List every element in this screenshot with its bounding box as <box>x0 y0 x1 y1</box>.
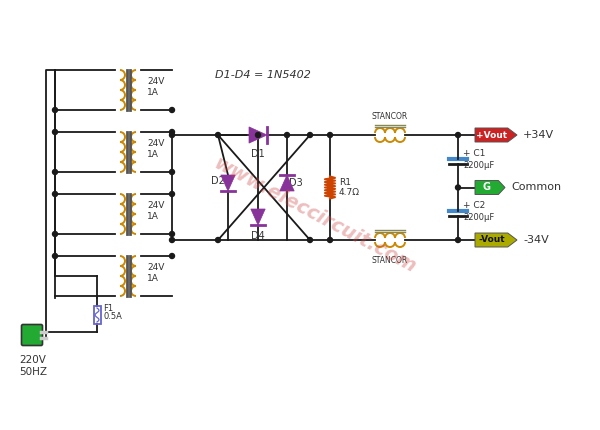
Circle shape <box>215 132 221 138</box>
Circle shape <box>455 132 461 138</box>
Text: G: G <box>482 182 491 193</box>
Polygon shape <box>251 209 265 225</box>
Text: 2200μF: 2200μF <box>463 213 494 222</box>
Circle shape <box>170 169 175 175</box>
Bar <box>94 306 101 324</box>
Text: +Vout: +Vout <box>476 130 507 139</box>
Text: -Vout: -Vout <box>478 236 505 245</box>
Polygon shape <box>475 233 517 247</box>
Polygon shape <box>221 175 235 191</box>
Text: +34V: +34V <box>523 130 554 140</box>
Text: 24V
1A: 24V 1A <box>147 77 164 97</box>
FancyBboxPatch shape <box>22 325 43 345</box>
Circle shape <box>53 191 58 197</box>
Circle shape <box>328 237 332 243</box>
Text: + C2: + C2 <box>463 201 485 210</box>
Text: 24V
1A: 24V 1A <box>147 263 164 283</box>
Polygon shape <box>280 175 294 191</box>
Text: R1
4.7Ω: R1 4.7Ω <box>339 178 360 197</box>
Circle shape <box>328 132 332 138</box>
Circle shape <box>170 237 175 243</box>
Text: D1-D4 = 1N5402: D1-D4 = 1N5402 <box>215 70 311 80</box>
Text: + C1: + C1 <box>463 149 485 158</box>
Circle shape <box>53 231 58 236</box>
Circle shape <box>215 237 221 243</box>
Polygon shape <box>475 181 505 194</box>
Circle shape <box>53 108 58 113</box>
Circle shape <box>170 108 175 113</box>
Text: Common: Common <box>511 182 561 193</box>
Text: 0.5A: 0.5A <box>103 312 122 321</box>
Circle shape <box>53 169 58 175</box>
Text: D2: D2 <box>211 176 225 186</box>
Text: 24V
1A: 24V 1A <box>147 139 164 159</box>
Polygon shape <box>249 127 267 143</box>
Circle shape <box>455 237 461 243</box>
Circle shape <box>170 254 175 258</box>
Text: -34V: -34V <box>523 235 549 245</box>
Text: F1: F1 <box>103 304 113 313</box>
Text: 220V
50HZ: 220V 50HZ <box>19 355 47 377</box>
Circle shape <box>170 129 175 135</box>
Circle shape <box>308 132 313 138</box>
Circle shape <box>170 231 175 236</box>
Text: 24V
1A: 24V 1A <box>147 201 164 221</box>
Text: D1: D1 <box>251 149 265 159</box>
Circle shape <box>170 132 175 138</box>
Text: D4: D4 <box>251 231 265 241</box>
Circle shape <box>170 191 175 197</box>
Circle shape <box>284 132 290 138</box>
Circle shape <box>455 185 461 190</box>
Text: STANCOR: STANCOR <box>372 112 408 121</box>
Text: STANCOR: STANCOR <box>372 256 408 265</box>
Circle shape <box>256 132 260 138</box>
Text: www.eleccircuit.com: www.eleccircuit.com <box>211 154 419 276</box>
Circle shape <box>53 254 58 258</box>
Text: 2200μF: 2200μF <box>463 161 494 170</box>
Polygon shape <box>475 128 517 142</box>
Circle shape <box>53 129 58 135</box>
Text: D3: D3 <box>289 178 303 188</box>
Circle shape <box>308 237 313 243</box>
